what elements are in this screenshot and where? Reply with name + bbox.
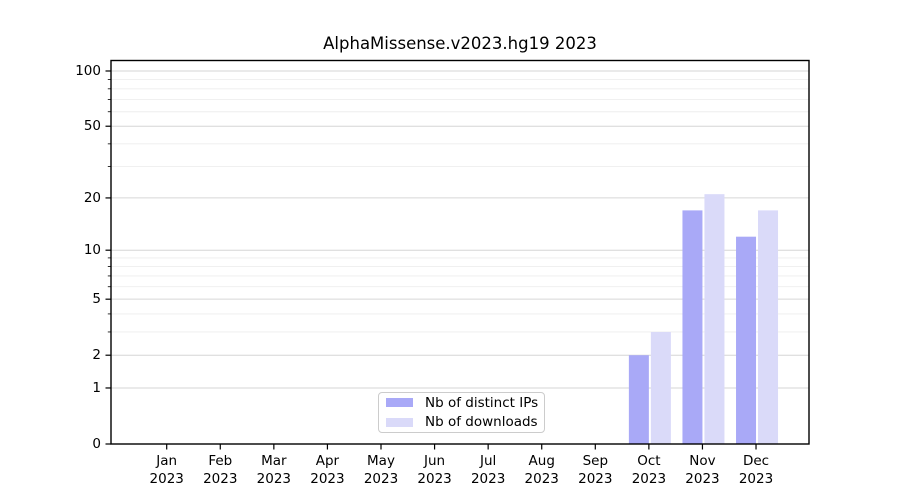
bar-nb-of-distinct-ips-nov-2023	[682, 210, 703, 444]
y-tick-label-10: 10	[84, 242, 101, 258]
y-tick-label-5: 5	[92, 291, 101, 307]
x-tick-label-month-jan: Jan	[155, 453, 177, 469]
y-tick-label-0: 0	[92, 436, 101, 452]
x-tick-label-month-oct: Oct	[637, 453, 660, 469]
x-tick-label-year-aug: 2023	[525, 471, 559, 487]
legend-swatch-downloads	[386, 417, 413, 427]
x-tick-label-year-dec: 2023	[739, 471, 773, 487]
x-tick-label-year-jul: 2023	[471, 471, 505, 487]
x-tick-label-year-jun: 2023	[417, 471, 451, 487]
legend-label-downloads: Nb of downloads	[425, 414, 538, 431]
legend: Nb of distinct IPs Nb of downloads	[378, 392, 545, 433]
bar-nb-of-distinct-ips-dec-2023	[736, 236, 757, 444]
plot-area	[110, 59, 810, 445]
x-tick-label-month-aug: Aug	[529, 453, 555, 469]
x-tick-label-year-apr: 2023	[310, 471, 344, 487]
x-tick-label-month-apr: Apr	[316, 453, 340, 469]
y-tick-label-1: 1	[92, 380, 101, 396]
x-tick-label-month-jul: Jul	[479, 453, 496, 469]
bar-nb-of-downloads-nov-2023	[704, 194, 725, 444]
x-tick-label-year-feb: 2023	[203, 471, 237, 487]
legend-label-distinct-ips: Nb of distinct IPs	[425, 394, 539, 411]
x-tick-label-month-mar: Mar	[261, 453, 287, 469]
x-tick-label-month-nov: Nov	[689, 453, 715, 469]
x-tick-label-year-mar: 2023	[257, 471, 291, 487]
y-tick-label-2: 2	[92, 347, 101, 363]
x-tick-label-year-sep: 2023	[578, 471, 612, 487]
y-tick-label-100: 100	[75, 63, 101, 79]
x-tick-label-year-oct: 2023	[632, 471, 666, 487]
x-tick-label-month-jun: Jun	[423, 453, 445, 469]
x-tick-label-year-may: 2023	[364, 471, 398, 487]
y-tick-label-20: 20	[84, 190, 101, 206]
bar-nb-of-downloads-oct-2023	[650, 331, 671, 444]
x-tick-label-year-nov: 2023	[685, 471, 719, 487]
bar-nb-of-downloads-dec-2023	[758, 210, 779, 444]
legend-item-distinct-ips: Nb of distinct IPs	[386, 393, 544, 413]
x-tick-label-month-feb: Feb	[208, 453, 232, 469]
y-tick-label-50: 50	[84, 118, 101, 134]
x-tick-label-month-may: May	[367, 453, 395, 469]
legend-swatch-distinct-ips	[386, 398, 413, 408]
x-tick-label-month-dec: Dec	[743, 453, 769, 469]
bar-nb-of-distinct-ips-oct-2023	[628, 355, 649, 444]
chart-title: AlphaMissense.v2023.hg19 2023	[323, 34, 597, 53]
x-tick-label-month-sep: Sep	[583, 453, 608, 469]
x-tick-label-year-jan: 2023	[150, 471, 184, 487]
legend-item-downloads: Nb of downloads	[386, 413, 544, 433]
